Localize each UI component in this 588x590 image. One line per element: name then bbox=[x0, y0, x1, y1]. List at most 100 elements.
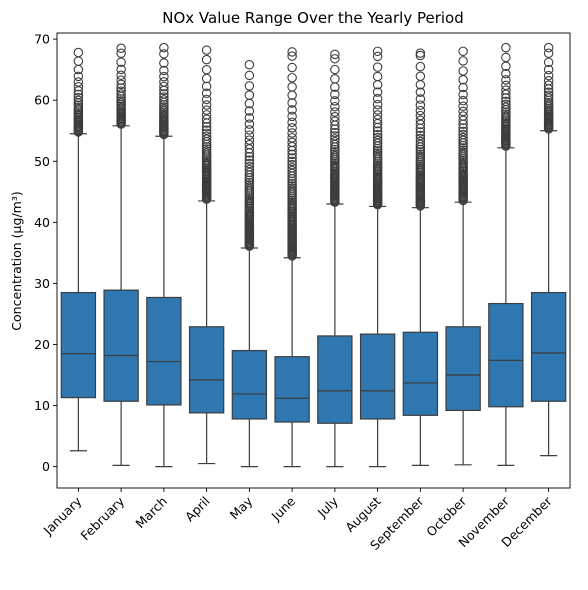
outlier-point bbox=[244, 177, 255, 188]
outlier-point bbox=[330, 134, 340, 144]
outlier-point bbox=[201, 54, 212, 65]
outlier-point bbox=[330, 49, 340, 60]
outlier-point bbox=[372, 114, 383, 125]
outlier-point bbox=[458, 82, 468, 93]
outlier-point bbox=[287, 98, 297, 108]
outlier-point bbox=[116, 48, 126, 59]
outlier-point bbox=[73, 82, 84, 92]
outlier-point bbox=[543, 64, 554, 75]
outlier-point bbox=[330, 74, 340, 84]
outlier-point bbox=[415, 136, 426, 147]
outlier-point bbox=[330, 144, 340, 155]
box-june bbox=[274, 356, 310, 423]
x-tick-label: April bbox=[182, 494, 213, 525]
x-tick-label: June bbox=[268, 493, 299, 524]
outlier-point bbox=[372, 110, 383, 120]
outlier-point bbox=[415, 94, 426, 104]
outlier-point bbox=[116, 70, 126, 81]
outlier-point bbox=[330, 137, 340, 147]
box-august bbox=[359, 333, 396, 420]
outlier-point bbox=[287, 159, 297, 170]
outlier-point bbox=[458, 132, 468, 143]
outlier-point bbox=[116, 89, 126, 99]
outlier-point bbox=[330, 127, 340, 138]
outlier-point bbox=[372, 129, 383, 140]
y-tick-label: 50 bbox=[34, 154, 50, 169]
outlier-point bbox=[458, 101, 468, 112]
outlier-point bbox=[287, 62, 297, 73]
outlier-point bbox=[458, 75, 468, 85]
outlier-point bbox=[501, 75, 511, 85]
outlier-point bbox=[244, 167, 255, 178]
box-december bbox=[530, 291, 567, 402]
outlier-point bbox=[458, 126, 468, 137]
outlier-point bbox=[287, 162, 297, 173]
outlier-point bbox=[415, 115, 426, 125]
outlier-point bbox=[330, 64, 340, 75]
outlier-point bbox=[201, 105, 212, 115]
outlier-point bbox=[415, 100, 426, 110]
outlier-point bbox=[501, 107, 511, 117]
outlier-point bbox=[372, 135, 383, 146]
outlier-point bbox=[201, 64, 212, 75]
outlier-point bbox=[201, 81, 212, 92]
outlier-point bbox=[458, 66, 468, 76]
outlier-point bbox=[201, 121, 212, 132]
outlier-point bbox=[415, 61, 426, 72]
y-tick-label: 30 bbox=[34, 276, 50, 291]
outlier-point bbox=[543, 57, 554, 68]
outlier-point bbox=[372, 148, 383, 158]
outlier-point bbox=[287, 181, 297, 191]
outlier-point bbox=[201, 144, 212, 154]
box-march bbox=[146, 296, 182, 406]
y-tick-label: 0 bbox=[42, 459, 50, 474]
outlier-point bbox=[73, 100, 84, 111]
outlier-point bbox=[159, 92, 169, 102]
outlier-point bbox=[543, 97, 554, 108]
outlier-point bbox=[244, 175, 255, 185]
x-tick-label: July bbox=[314, 493, 342, 521]
outlier-point bbox=[244, 135, 255, 145]
outlier-point bbox=[159, 77, 169, 87]
outlier-point bbox=[201, 110, 212, 120]
outlier-point bbox=[543, 93, 554, 103]
outlier-point bbox=[330, 107, 340, 117]
outlier-point bbox=[244, 130, 255, 140]
outlier-point bbox=[116, 64, 126, 75]
outlier-point bbox=[415, 127, 426, 137]
outlier-point bbox=[372, 105, 383, 115]
outlier-point bbox=[287, 178, 297, 189]
outlier-point bbox=[372, 132, 383, 143]
outlier-point bbox=[287, 149, 297, 160]
outlier-point bbox=[287, 153, 297, 163]
outlier-point bbox=[501, 96, 511, 107]
outlier-point bbox=[415, 130, 426, 141]
outlier-point bbox=[73, 95, 84, 106]
outlier-point bbox=[458, 143, 468, 153]
outlier-point bbox=[415, 110, 426, 121]
outlier-point bbox=[415, 87, 426, 98]
outlier-point bbox=[543, 70, 554, 81]
outlier-point bbox=[116, 83, 126, 93]
outlier-point bbox=[415, 139, 426, 150]
outlier-point bbox=[330, 124, 340, 134]
outlier-point bbox=[543, 80, 554, 90]
outlier-point bbox=[458, 46, 468, 57]
outlier-point bbox=[73, 56, 84, 66]
outlier-point bbox=[543, 48, 554, 59]
outlier-point bbox=[244, 81, 255, 91]
outlier-point bbox=[287, 82, 297, 92]
outlier-point bbox=[244, 158, 255, 169]
y-tick-label: 20 bbox=[34, 337, 50, 352]
box-february bbox=[103, 289, 139, 402]
outlier-point bbox=[244, 113, 255, 123]
outlier-point bbox=[201, 134, 212, 144]
outlier-point bbox=[287, 176, 297, 186]
x-tick-label: May bbox=[227, 493, 256, 522]
outlier-point bbox=[330, 54, 340, 64]
y-tick-label: 40 bbox=[34, 215, 50, 230]
outlier-point bbox=[543, 90, 554, 100]
outlier-point bbox=[116, 79, 126, 90]
outlier-point bbox=[287, 105, 297, 115]
outlier-point bbox=[287, 123, 297, 133]
